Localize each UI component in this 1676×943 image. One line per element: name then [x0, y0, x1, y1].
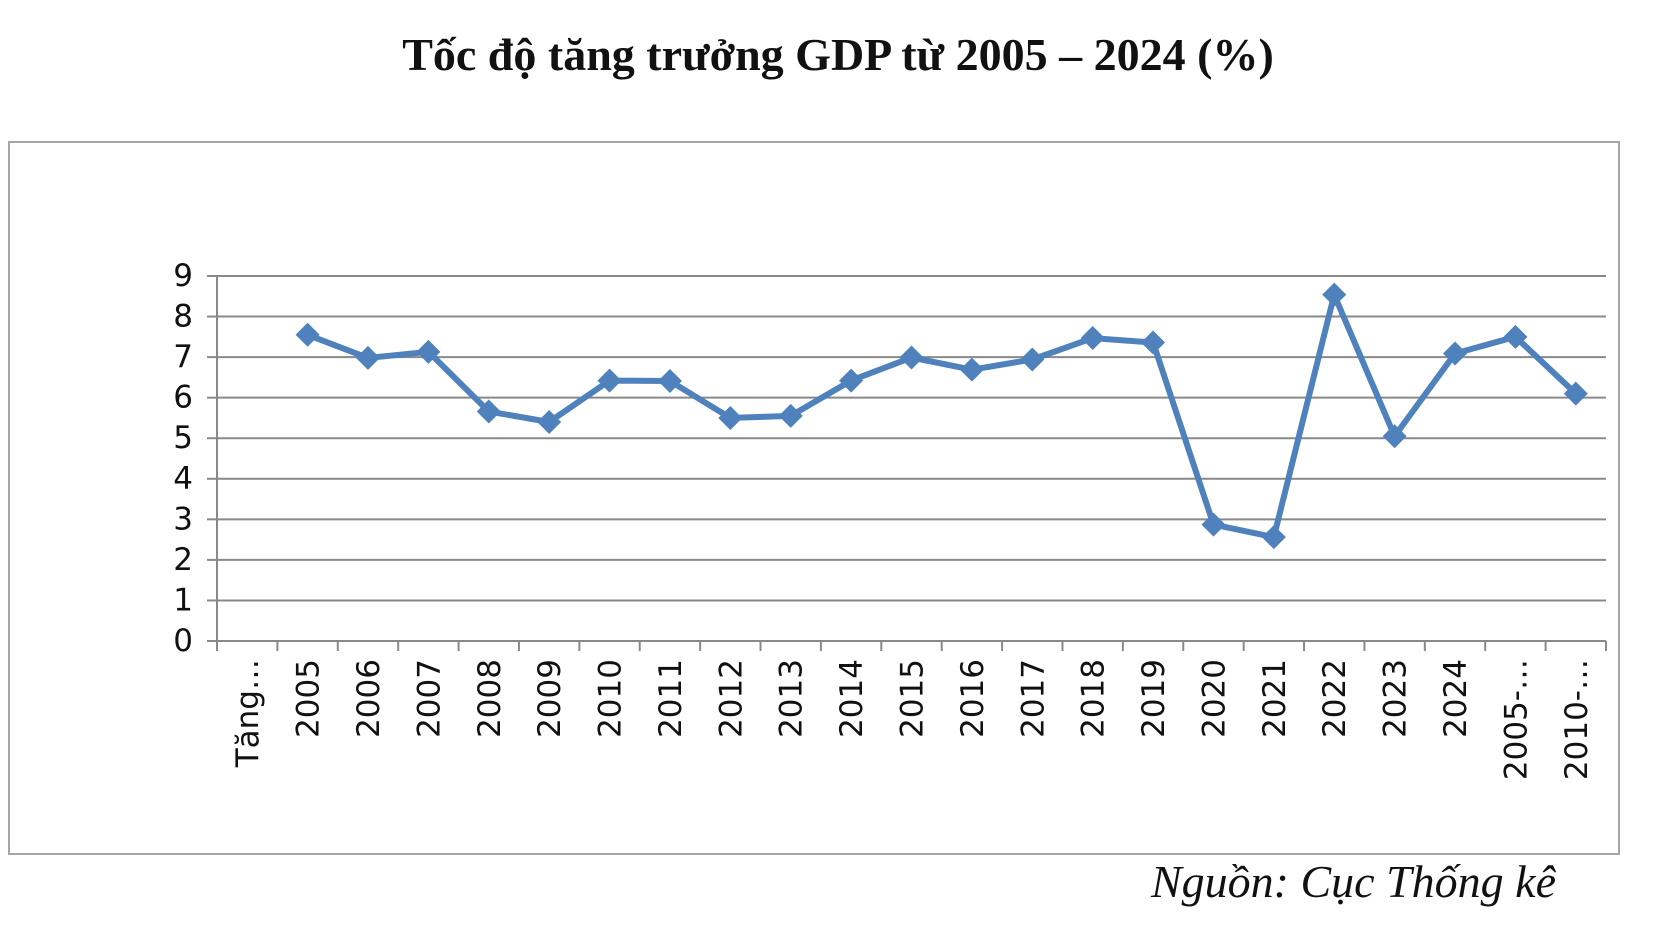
data-point	[778, 403, 803, 428]
x-tick-label: 2017	[1015, 659, 1051, 738]
x-tick-label: 2010	[593, 659, 629, 738]
x-tick-label: 2024	[1438, 659, 1474, 738]
x-tick-label: 2006	[351, 659, 387, 738]
series-line-path	[304, 291, 1579, 541]
x-axis: Tăng… 2005 2006 2007 2008 2009 2010 2011 2012 201…	[216, 641, 1607, 780]
y-tick-label: 8	[173, 299, 193, 335]
page-title: Tốc độ tăng trưởng GDP từ 2005 – 2024 (%…	[402, 29, 1274, 80]
y-tick-label: 5	[173, 420, 193, 456]
data-point	[1563, 381, 1588, 406]
data-point	[1322, 282, 1347, 307]
x-tick-label: 2005-…	[1498, 659, 1534, 780]
gridlines	[217, 275, 1606, 642]
y-tick-label: 9	[173, 258, 193, 294]
data-point	[1261, 525, 1286, 550]
data-point	[1382, 424, 1407, 449]
y-tick-label: 7	[173, 339, 193, 375]
source-note: Nguồn: Cục Thống kê	[1150, 856, 1556, 907]
data-point	[416, 339, 441, 364]
data-point	[1020, 347, 1045, 372]
data-point	[537, 410, 562, 434]
y-tick-label: 0	[173, 623, 193, 659]
data-point	[476, 399, 501, 424]
data-point	[839, 368, 864, 393]
series-markers	[295, 282, 1588, 550]
y-tick-label: 2	[173, 542, 193, 578]
x-tick-label: 2018	[1076, 659, 1112, 738]
x-tick-label: 2010-…	[1559, 659, 1595, 780]
data-point	[1503, 324, 1528, 349]
chart-area: 0 1 2 3 4 5 6 7 8 9 Tăng… 2005 2006 2007 2008 2009 2010…	[8, 141, 1620, 855]
data-point	[1141, 330, 1166, 355]
y-axis: 0 1 2 3 4 5 6 7 8 9	[173, 258, 218, 659]
data-point	[1080, 326, 1105, 351]
x-tick-label: 2015	[895, 659, 931, 738]
x-tick-label: 2011	[653, 659, 689, 738]
y-tick-label: 4	[173, 461, 193, 497]
data-point	[959, 357, 984, 382]
series-line	[304, 291, 1579, 541]
x-tick-label: 2019	[1136, 659, 1172, 738]
x-tick-label: 2014	[834, 659, 870, 738]
x-tick-label: 2009	[532, 659, 568, 738]
x-tick-label: 2005	[291, 659, 327, 738]
x-tick-label: 2007	[411, 659, 447, 738]
x-tick-label: 2021	[1257, 659, 1293, 738]
x-tick-label: 2022	[1317, 659, 1353, 738]
data-point	[718, 405, 743, 430]
x-tick-label: Tăng…	[230, 659, 266, 768]
data-point	[899, 345, 924, 370]
data-point	[657, 369, 682, 394]
data-point	[597, 368, 622, 393]
x-tick-label: 2020	[1196, 659, 1232, 738]
x-tick-label: 2013	[774, 659, 810, 738]
x-tick-label: 2016	[955, 659, 991, 738]
y-tick-label: 1	[173, 582, 193, 618]
x-tick-label: 2008	[472, 659, 508, 738]
data-point	[1201, 512, 1226, 537]
y-tick-label: 6	[173, 380, 193, 416]
line-chart: 0 1 2 3 4 5 6 7 8 9 Tăng… 2005 2006 2007 2008 2009 2010…	[173, 258, 1607, 780]
x-tick-label: 2012	[713, 659, 749, 738]
data-point	[295, 322, 320, 347]
y-tick-label: 3	[173, 501, 193, 537]
data-point	[1443, 341, 1468, 366]
data-point	[355, 345, 380, 370]
x-tick-label: 2023	[1378, 659, 1414, 738]
